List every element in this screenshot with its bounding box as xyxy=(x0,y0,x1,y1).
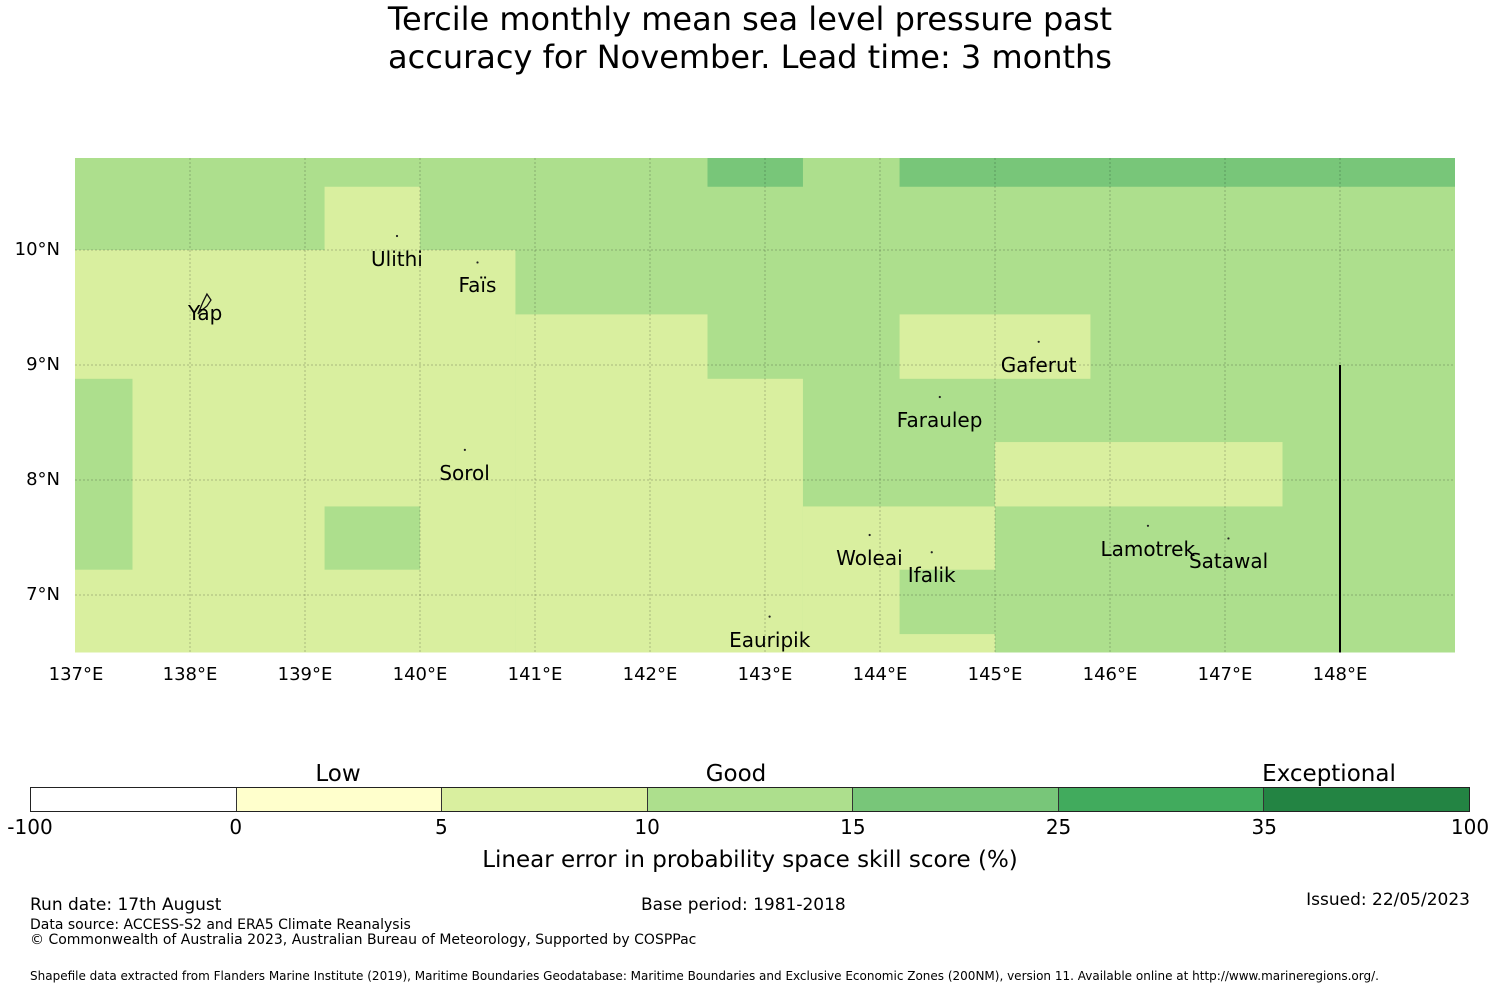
place-label: Lamotrek xyxy=(1100,536,1196,561)
yap-island-outline xyxy=(197,292,212,315)
legend-category-good: Good xyxy=(705,761,767,787)
longitude-tick-label: 143°E xyxy=(737,664,793,685)
colorbar-segment xyxy=(646,788,853,811)
skill-cell xyxy=(899,569,995,635)
issued-date: Issued: 22/05/2023 xyxy=(1306,890,1470,910)
latitude-tick-label: 9°N xyxy=(26,354,60,375)
colorbar-segment xyxy=(1263,788,1470,811)
longitude-tick-label: 145°E xyxy=(967,664,1023,685)
longitude-tick-label: 139°E xyxy=(277,664,333,685)
colorbar-tick-label: 25 xyxy=(1045,815,1072,839)
map-title: Tercile monthly mean sea level pressure … xyxy=(0,0,1500,76)
longitude-tick-label: 141°E xyxy=(507,664,563,685)
island-dot xyxy=(768,615,771,618)
map-gridlines xyxy=(75,158,1455,653)
place-label: Sorol xyxy=(439,460,490,485)
island-dot xyxy=(463,448,466,451)
skill-cell xyxy=(707,378,803,653)
place-label: Eauripik xyxy=(729,627,811,652)
skill-cell xyxy=(75,250,516,653)
place-label: Faraulep xyxy=(896,408,983,432)
island-dot xyxy=(938,395,941,399)
map-canvas xyxy=(75,158,1455,653)
colorbar-tick-label: 5 xyxy=(435,815,448,839)
legend-category-low: Low xyxy=(315,761,361,787)
place-label: Woleai xyxy=(836,546,903,570)
island-dot xyxy=(1146,524,1150,527)
place-label: Yap xyxy=(187,301,223,326)
colorbar-segment xyxy=(1057,788,1264,811)
colorbar-segment xyxy=(441,788,647,811)
shapefile-credit: Shapefile data extracted from Flanders M… xyxy=(30,969,1379,983)
colorbar-tick-label: 0 xyxy=(229,815,243,839)
island-dot xyxy=(930,551,933,554)
skill-cell xyxy=(899,158,1455,187)
island-dot xyxy=(868,533,871,537)
skill-cells xyxy=(75,158,1455,653)
island-dot xyxy=(476,261,479,264)
island-dot xyxy=(1037,340,1040,343)
longitude-tick-label: 137°E xyxy=(48,664,104,685)
colorbar-segment xyxy=(31,788,236,811)
place-label: Faïs xyxy=(458,273,497,298)
copyright: © Commonwealth of Australia 2023, Austra… xyxy=(30,932,697,948)
longitude-tick-label: 140°E xyxy=(392,664,448,685)
longitude-tick-label: 146°E xyxy=(1082,664,1138,685)
legend-category-exceptional: Exceptional xyxy=(1262,761,1396,787)
skill-cell xyxy=(324,186,420,250)
longitude-tick-label: 138°E xyxy=(162,664,218,685)
skill-cell xyxy=(324,506,420,570)
colorbar-tick-label: 100 xyxy=(1450,815,1490,839)
base-period: Base period: 1981-2018 xyxy=(641,895,846,915)
island-dot xyxy=(1227,537,1230,540)
latitude-tick-label: 10°N xyxy=(14,239,60,260)
colorbar-segment xyxy=(852,788,1058,811)
skill-cell xyxy=(899,314,1091,379)
longitude-tick-label: 142°E xyxy=(622,664,678,685)
title-line-1: Tercile monthly mean sea level pressure … xyxy=(387,0,1113,38)
skill-cell xyxy=(707,158,803,187)
skill-cell xyxy=(995,442,1283,507)
data-source: Data source: ACCESS-S2 and ERA5 Climate … xyxy=(30,917,411,933)
skill-cell xyxy=(75,378,133,570)
longitude-tick-label: 144°E xyxy=(852,664,908,685)
island-dot xyxy=(395,234,399,238)
colorbar-tick-label: 35 xyxy=(1251,815,1277,839)
run-date: Run date: 17th August xyxy=(30,895,222,915)
colorbar-tick-label: 15 xyxy=(840,815,866,839)
colorbar-tick-label: -100 xyxy=(7,815,53,839)
longitude-tick-label: 147°E xyxy=(1197,664,1253,685)
place-label: Ulithi xyxy=(371,247,423,271)
title-line-2: accuracy for November. Lead time: 3 mont… xyxy=(388,38,1112,76)
latitude-tick-label: 8°N xyxy=(26,469,60,490)
colorbar xyxy=(30,787,1470,812)
place-label: Satawal xyxy=(1188,549,1269,574)
place-label: Gaferut xyxy=(1000,352,1077,377)
place-label: Ifalik xyxy=(907,563,956,588)
colorbar-segment xyxy=(235,788,442,811)
skill-cell xyxy=(515,314,708,653)
island-markers xyxy=(197,234,1230,618)
colorbar-label: Linear error in probability space skill … xyxy=(482,847,1018,873)
colorbar-tick-label: 10 xyxy=(634,815,660,839)
longitude-tick-label: 148°E xyxy=(1312,664,1368,685)
latitude-tick-label: 7°N xyxy=(26,584,60,605)
skill-map xyxy=(75,158,1455,653)
